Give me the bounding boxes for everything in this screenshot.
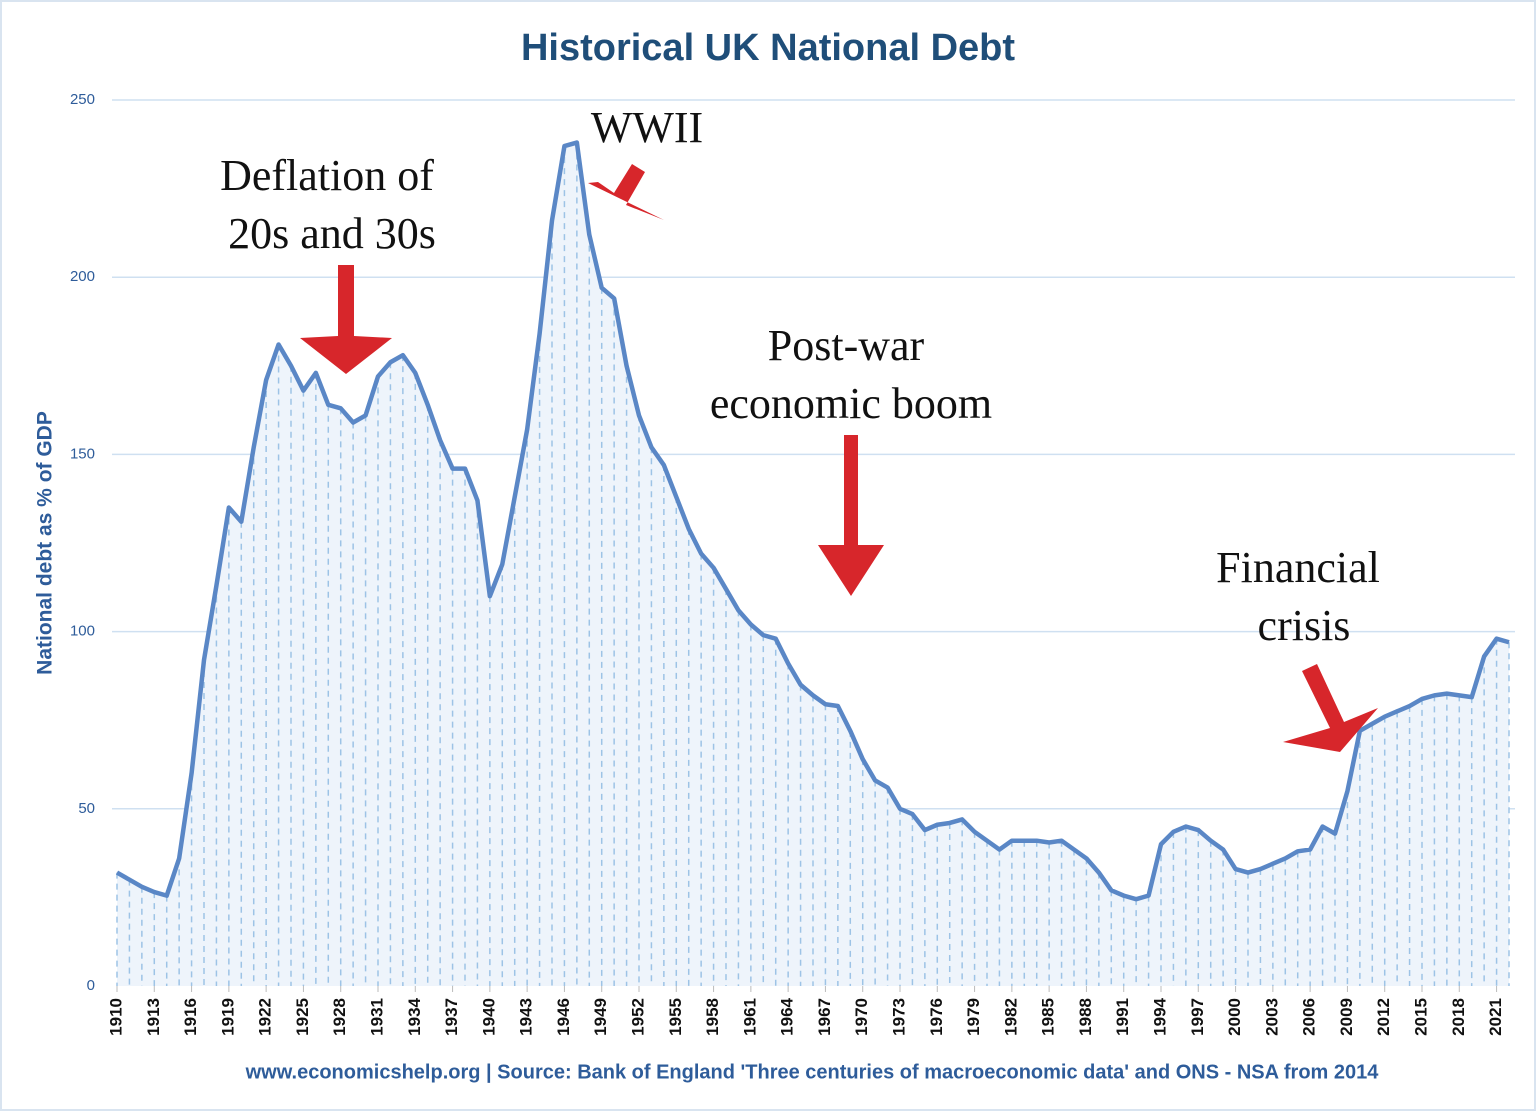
x-tick-label: 1988 bbox=[1076, 998, 1095, 1036]
y-tick-label: 150 bbox=[70, 445, 95, 462]
chart-title: Historical UK National Debt bbox=[521, 27, 1015, 69]
x-tick-label: 1997 bbox=[1188, 998, 1207, 1036]
y-tick-label: 100 bbox=[70, 623, 95, 640]
x-tick-label: 2000 bbox=[1225, 998, 1244, 1036]
x-tick-label: 2006 bbox=[1300, 998, 1319, 1036]
y-tick-label: 50 bbox=[78, 800, 95, 817]
x-tick-label: 1952 bbox=[628, 998, 647, 1036]
x-tick-label: 1970 bbox=[852, 998, 871, 1036]
x-tick-label: 1916 bbox=[181, 998, 200, 1036]
x-tick-label: 2012 bbox=[1374, 998, 1393, 1036]
arrow bbox=[300, 265, 392, 374]
x-tick-label: 1919 bbox=[218, 998, 237, 1036]
x-tick-label: 1922 bbox=[256, 998, 275, 1036]
x-tick-label: 1961 bbox=[740, 998, 759, 1036]
y-tick-label: 200 bbox=[70, 268, 95, 285]
x-tick-label: 1958 bbox=[703, 998, 722, 1036]
x-tick-label: 2021 bbox=[1486, 998, 1505, 1036]
annotation: Post-war bbox=[768, 321, 925, 370]
plot-area: 0 50 100 150 200 250 1910 1913 1916 1919 1922 1925 1… bbox=[70, 91, 1515, 1036]
annotation: economic boom bbox=[710, 379, 992, 428]
x-tick-label: 1955 bbox=[666, 998, 685, 1036]
x-tick-label: 1967 bbox=[815, 998, 834, 1036]
x-tick-label: 1943 bbox=[517, 998, 536, 1036]
x-tick-label: 1949 bbox=[591, 998, 610, 1036]
arrows bbox=[300, 164, 1378, 752]
arrow bbox=[1283, 664, 1378, 752]
x-tick-label: 1910 bbox=[106, 998, 125, 1036]
x-tick-label: 1913 bbox=[144, 998, 163, 1036]
x-tick-label: 2015 bbox=[1411, 998, 1430, 1036]
annotation: 20s and 30s bbox=[228, 209, 436, 258]
x-tick-label: 1985 bbox=[1039, 998, 1058, 1036]
x-tick-label: 1940 bbox=[479, 998, 498, 1036]
x-tick-label: 1934 bbox=[405, 997, 424, 1035]
x-tick-label: 1946 bbox=[554, 998, 573, 1036]
x-tick-label: 1925 bbox=[293, 998, 312, 1036]
y-tick-label: 250 bbox=[70, 91, 95, 108]
x-tick-label: 1982 bbox=[1001, 998, 1020, 1036]
x-tick-label: 1928 bbox=[330, 998, 349, 1036]
annotation: crisis bbox=[1258, 601, 1351, 650]
x-tick-label: 1931 bbox=[367, 998, 386, 1036]
annotation: Deflation of bbox=[220, 151, 434, 200]
annotation: Financial bbox=[1216, 543, 1380, 592]
x-tick-label: 1973 bbox=[889, 998, 908, 1036]
x-tick-label: 2018 bbox=[1449, 998, 1468, 1036]
area bbox=[117, 142, 1509, 986]
arrow bbox=[588, 164, 664, 220]
x-tick-label: 1964 bbox=[778, 997, 797, 1035]
x-tick-label: 2009 bbox=[1337, 998, 1356, 1036]
x-tick-label: 1976 bbox=[927, 998, 946, 1036]
y-axis-label: National debt as % of GDP bbox=[34, 411, 57, 675]
x-tick-label: 2003 bbox=[1262, 998, 1281, 1036]
x-tick-label: 1979 bbox=[964, 998, 983, 1036]
source: www.economicshelp.org | Source: Bank of … bbox=[245, 1061, 1380, 1083]
x-tick-label: 1991 bbox=[1113, 998, 1132, 1036]
x-tick-label: 1937 bbox=[442, 998, 461, 1036]
line bbox=[115, 140, 1510, 902]
arrow bbox=[818, 435, 884, 596]
y-tick-label: 0 bbox=[87, 977, 95, 994]
x-tick-label: 1994 bbox=[1150, 997, 1169, 1035]
annotation: WWII bbox=[591, 103, 703, 152]
